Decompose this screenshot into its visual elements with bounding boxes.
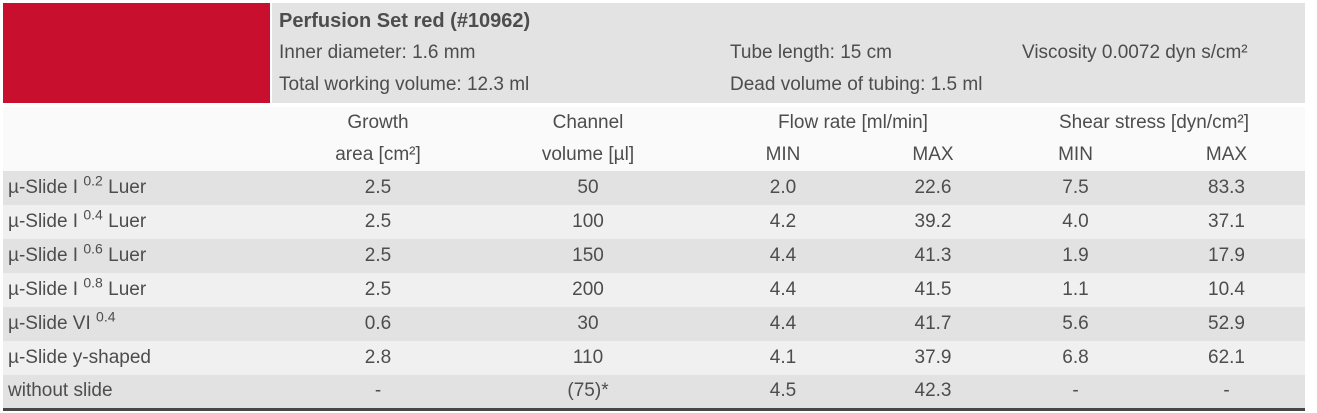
table-body: µ-Slide I 0.2 Luer 2.5 50 2.0 22.6 7.5 83.3 µ-S…	[3, 171, 1306, 409]
value-cell: -	[1072, 380, 1079, 402]
channel-volume-header-line2: volume [µl]	[473, 139, 703, 171]
product-info-bar: Perfusion Set red (#10962) Inner diamete…	[3, 3, 1305, 103]
value-cell: 7.5	[1062, 177, 1089, 198]
value-cell: 2.5	[364, 211, 392, 232]
slide-name-text: µ-Slide I	[8, 245, 84, 266]
slide-name: µ-Slide y-shaped	[3, 341, 283, 375]
value-cell: 37.9	[914, 347, 952, 368]
datasheet: Perfusion Set red (#10962) Inner diamete…	[3, 3, 1306, 411]
value-cell: 4.4	[769, 279, 797, 300]
slide-name: µ-Slide I 0.6 Luer	[3, 239, 283, 273]
slide-name-text: Luer	[102, 279, 147, 300]
flow-min-header: MIN	[703, 139, 863, 171]
slide-name-superscript: 0.8	[83, 274, 103, 291]
product-info-text: Perfusion Set red (#10962) Inner diamete…	[272, 3, 1305, 103]
value-cell: 6.8	[1062, 347, 1089, 368]
value-cell: 2.5	[364, 245, 392, 266]
value-cell: 200	[572, 279, 604, 300]
slide-name-text: µ-Slide I	[8, 211, 84, 232]
inner-diameter-label: Inner diameter: 1.6 mm	[279, 42, 476, 63]
value-cell: 42.3	[914, 380, 952, 402]
value-cell: 41.3	[914, 245, 952, 266]
slide-name: µ-Slide VI 0.4	[3, 307, 283, 341]
value-cell: -	[1223, 380, 1230, 402]
value-cell: 1.9	[1062, 245, 1089, 266]
value-cell: 22.6	[914, 177, 952, 198]
table-row: µ-Slide I 0.4 Luer 2.5 100 4.2 39.2 4.0 37.1	[3, 205, 1306, 239]
total-working-volume-label: Total working volume: 12.3 ml	[279, 74, 530, 95]
product-title: Perfusion Set red (#10962)	[279, 9, 531, 32]
value-cell: 52.9	[1208, 313, 1245, 334]
slide-name-text: Luer	[102, 177, 147, 198]
value-cell: 2.0	[769, 177, 797, 198]
table-row: without slide - (75)* 4.5 42.3 - -	[3, 375, 1306, 409]
table-row: µ-Slide I 0.6 Luer 2.5 150 4.4 41.3 1.9 17.9	[3, 239, 1306, 273]
value-cell: 37.1	[1208, 211, 1245, 232]
value-cell: 2.8	[364, 347, 392, 368]
slide-name: µ-Slide I 0.8 Luer	[3, 273, 283, 307]
value-cell: 30	[577, 313, 599, 334]
slide-name-text: µ-Slide y-shaped	[8, 347, 151, 368]
slide-name: µ-Slide I 0.2 Luer	[3, 171, 283, 205]
tube-length-label: Tube length: 15 cm	[730, 42, 892, 63]
value-cell: 4.2	[769, 211, 797, 232]
growth-area-header-line2: area [cm²]	[283, 139, 473, 171]
value-cell: 83.3	[1208, 177, 1245, 198]
slide-name-superscript: 0.6	[83, 240, 103, 257]
value-cell: 39.2	[914, 211, 952, 232]
growth-area-header-line1: Growth	[283, 107, 473, 139]
table-row: µ-Slide VI 0.4 0.6 30 4.4 41.7 5.6 52.9	[3, 307, 1306, 341]
separator	[3, 103, 1305, 107]
table-row: µ-Slide I 0.2 Luer 2.5 50 2.0 22.6 7.5 83.3	[3, 171, 1306, 205]
value-cell: 62.1	[1208, 347, 1245, 368]
value-cell: 4.4	[769, 313, 797, 334]
flow-max-header: MAX	[863, 139, 1004, 171]
slide-name-text: µ-Slide VI	[8, 313, 97, 334]
value-cell: 17.9	[1208, 245, 1245, 266]
slide-name-text: µ-Slide I	[8, 177, 84, 198]
value-cell: 41.5	[914, 279, 952, 300]
brand-color-block	[3, 3, 270, 103]
value-cell: 5.6	[1062, 313, 1089, 334]
slide-name-text: Luer	[102, 245, 147, 266]
value-cell: 2.5	[364, 177, 392, 198]
value-cell: 110	[572, 347, 604, 368]
slide-name-superscript: 0.4	[96, 308, 116, 325]
shear-max-header: MAX	[1148, 139, 1306, 171]
value-cell: 2.5	[364, 279, 392, 300]
perfusion-data-table: Growth Channel Flow rate [ml/min] Shear …	[3, 107, 1306, 411]
value-cell: 4.0	[1062, 211, 1089, 232]
table-row: µ-Slide y-shaped 2.8 110 4.1 37.9 6.8 62.1	[3, 341, 1306, 375]
slide-name-superscript: 0.2	[83, 172, 103, 189]
value-cell: 4.4	[769, 245, 797, 266]
slide-name-text: without slide	[8, 380, 113, 402]
table-row: µ-Slide I 0.8 Luer 2.5 200 4.4 41.5 1.1 10.4	[3, 273, 1306, 307]
value-cell: 4.1	[769, 347, 797, 368]
shear-min-header: MIN	[1003, 139, 1149, 171]
value-cell: (75)*	[567, 380, 609, 402]
value-cell: 41.7	[914, 313, 952, 334]
slide-name-superscript: 0.4	[83, 206, 103, 223]
channel-volume-header-line1: Channel	[473, 107, 703, 139]
value-cell: 150	[572, 245, 604, 266]
slide-name: without slide	[3, 375, 283, 409]
viscosity-label: Viscosity 0.0072 dyn s/cm²	[1022, 42, 1248, 63]
value-cell: 4.5	[769, 380, 797, 402]
shear-stress-group-header: Shear stress [dyn/cm²]	[1003, 107, 1306, 139]
slide-name-text: Luer	[102, 211, 147, 232]
value-cell: 10.4	[1208, 279, 1245, 300]
table-header: Growth Channel Flow rate [ml/min] Shear …	[3, 107, 1306, 171]
value-cell: 1.1	[1062, 279, 1089, 300]
dead-volume-label: Dead volume of tubing: 1.5 ml	[730, 74, 983, 95]
value-cell: 100	[572, 211, 604, 232]
value-cell: -	[374, 380, 382, 402]
value-cell: 50	[577, 177, 599, 198]
slide-name-text: µ-Slide I	[8, 279, 84, 300]
value-cell: 0.6	[364, 313, 392, 334]
slide-name: µ-Slide I 0.4 Luer	[3, 205, 283, 239]
name-column-header	[3, 107, 283, 171]
flow-rate-group-header: Flow rate [ml/min]	[703, 107, 1004, 139]
